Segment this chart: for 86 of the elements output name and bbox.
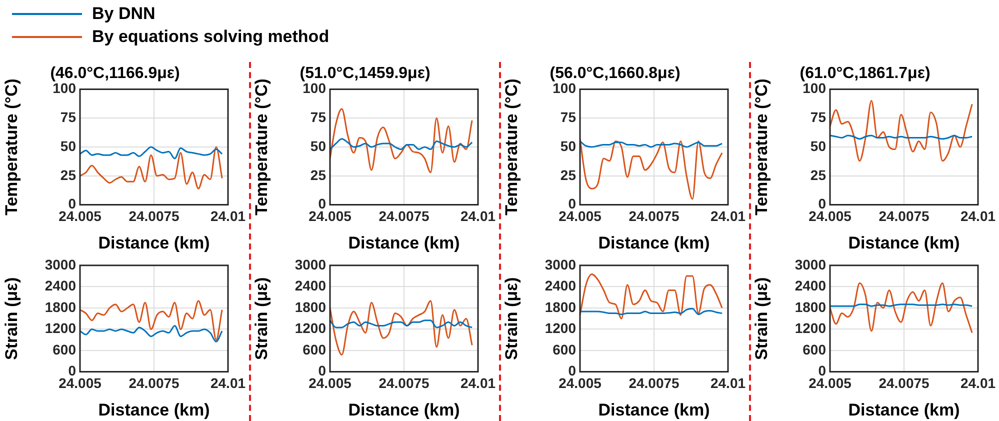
y-tick-label: 600 bbox=[52, 341, 76, 358]
y-tick-label: 1200 bbox=[44, 320, 76, 336]
line-series bbox=[330, 138, 473, 150]
x-tick-label: 24.0075 bbox=[628, 375, 680, 392]
y-tick-label: 600 bbox=[802, 341, 826, 358]
x-tick-label: 24.01 bbox=[460, 375, 496, 392]
x-tick-label: 24.0075 bbox=[378, 375, 430, 392]
y-tick-label: 25 bbox=[310, 166, 326, 183]
y-tick-label: 75 bbox=[60, 108, 76, 125]
legend-label: By DNN bbox=[92, 4, 156, 24]
x-tick-label: 24.01 bbox=[210, 208, 246, 224]
x-tick-label: 24.0075 bbox=[128, 208, 180, 224]
x-axis-title: Distance (km) bbox=[348, 400, 460, 420]
y-axis-title: Strain (με) bbox=[2, 277, 21, 360]
y-tick-label: 1800 bbox=[794, 298, 826, 315]
x-tick-label: 24.0075 bbox=[378, 208, 430, 224]
y-tick-label: 25 bbox=[560, 166, 576, 183]
line-series bbox=[330, 320, 473, 328]
line-series bbox=[580, 274, 723, 320]
chart-title: (61.0°C,1861.7με) bbox=[800, 65, 930, 82]
x-axis-title: Distance (km) bbox=[98, 400, 210, 420]
y-tick-label: 50 bbox=[810, 138, 826, 154]
y-tick-label: 75 bbox=[560, 108, 576, 125]
y-axis-title: Temperature (°C) bbox=[502, 78, 521, 216]
y-tick-label: 75 bbox=[810, 108, 826, 125]
y-tick-label: 100 bbox=[802, 80, 826, 96]
x-axis-title: Distance (km) bbox=[348, 233, 460, 252]
y-tick-label: 2400 bbox=[294, 278, 326, 294]
y-tick-label: 2400 bbox=[44, 278, 76, 294]
line-series bbox=[330, 300, 473, 356]
x-tick-label: 24.0075 bbox=[628, 208, 680, 224]
y-tick-label: 50 bbox=[560, 138, 576, 154]
y-tick-label: 100 bbox=[552, 80, 576, 96]
line-series bbox=[80, 146, 223, 160]
y-tick-label: 600 bbox=[552, 341, 576, 358]
line-series bbox=[80, 146, 223, 190]
y-tick-label: 3000 bbox=[294, 256, 326, 272]
y-tick-label: 1200 bbox=[544, 320, 576, 336]
y-tick-label: 50 bbox=[60, 138, 76, 154]
line-series bbox=[580, 138, 723, 200]
y-tick-label: 100 bbox=[302, 80, 326, 96]
x-tick-label: 24.0075 bbox=[878, 208, 930, 224]
y-tick-label: 3000 bbox=[794, 256, 826, 272]
x-tick-label: 24.01 bbox=[710, 375, 746, 392]
line-series bbox=[330, 108, 473, 174]
y-tick-label: 1200 bbox=[294, 320, 326, 336]
y-tick-label: 25 bbox=[810, 166, 826, 183]
line-series bbox=[80, 324, 223, 342]
y-axis-title: Temperature (°C) bbox=[2, 78, 21, 216]
y-tick-label: 600 bbox=[302, 341, 326, 358]
y-tick-label: 2400 bbox=[544, 278, 576, 294]
y-axis-title: Strain (με) bbox=[252, 277, 271, 360]
line-series bbox=[80, 300, 223, 341]
y-tick-label: 25 bbox=[60, 166, 76, 183]
x-tick-label: 24.01 bbox=[960, 208, 996, 224]
x-axis-title: Distance (km) bbox=[848, 400, 960, 420]
y-axis-title: Strain (με) bbox=[502, 277, 521, 360]
x-tick-label: 24.01 bbox=[960, 375, 996, 392]
y-tick-label: 100 bbox=[52, 80, 76, 96]
y-tick-label: 1800 bbox=[294, 298, 326, 315]
y-axis-title: Strain (με) bbox=[752, 277, 771, 360]
x-axis-title: Distance (km) bbox=[848, 233, 960, 252]
line-series bbox=[830, 100, 973, 162]
x-tick-label: 24.01 bbox=[460, 208, 496, 224]
x-tick-label: 24.01 bbox=[710, 208, 746, 224]
x-axis-title: Distance (km) bbox=[598, 400, 710, 420]
y-tick-label: 1200 bbox=[794, 320, 826, 336]
y-tick-label: 1800 bbox=[44, 298, 76, 315]
x-tick-label: 24.0075 bbox=[878, 375, 930, 392]
chart-title: (46.0°C,1166.9με) bbox=[50, 65, 180, 82]
chart-title: (51.0°C,1459.9με) bbox=[300, 65, 430, 82]
chart-title: (56.0°C,1660.8με) bbox=[550, 65, 680, 82]
legend-label: By equations solving method bbox=[92, 26, 330, 46]
x-tick-label: 24.0075 bbox=[128, 375, 180, 392]
line-series bbox=[830, 282, 973, 334]
y-tick-label: 1800 bbox=[544, 298, 576, 315]
x-axis-title: Distance (km) bbox=[98, 233, 210, 252]
y-axis-title: Temperature (°C) bbox=[752, 78, 771, 216]
y-tick-label: 75 bbox=[310, 108, 326, 125]
y-tick-label: 50 bbox=[310, 138, 326, 154]
x-axis-title: Distance (km) bbox=[598, 233, 710, 252]
y-tick-label: 3000 bbox=[544, 256, 576, 272]
y-axis-title: Temperature (°C) bbox=[252, 78, 271, 216]
y-tick-label: 2400 bbox=[794, 278, 826, 294]
x-tick-label: 24.01 bbox=[210, 375, 246, 392]
y-tick-label: 3000 bbox=[44, 256, 76, 272]
